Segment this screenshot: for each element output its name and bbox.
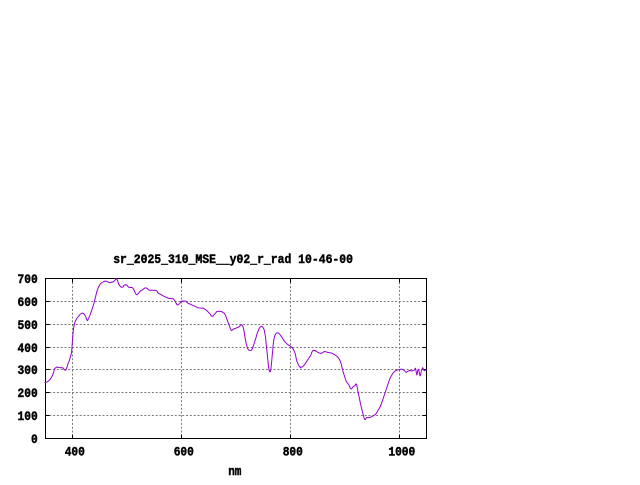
svg-text:600: 600 (174, 445, 194, 460)
svg-text:300: 300 (18, 363, 38, 378)
svg-text:100: 100 (18, 409, 38, 424)
svg-text:1000: 1000 (388, 445, 415, 460)
svg-text:200: 200 (18, 386, 38, 401)
svg-text:700: 700 (18, 272, 38, 287)
svg-text:500: 500 (18, 318, 38, 333)
svg-text:400: 400 (65, 445, 85, 460)
svg-text:sr_2025_310_MSE__y02_r_rad 10-: sr_2025_310_MSE__y02_r_rad 10-46-00 (113, 252, 353, 267)
svg-text:600: 600 (18, 295, 38, 310)
svg-text:400: 400 (18, 341, 38, 356)
svg-text:0: 0 (31, 432, 38, 447)
svg-text:800: 800 (283, 445, 303, 460)
svg-text:nm: nm (228, 464, 241, 479)
